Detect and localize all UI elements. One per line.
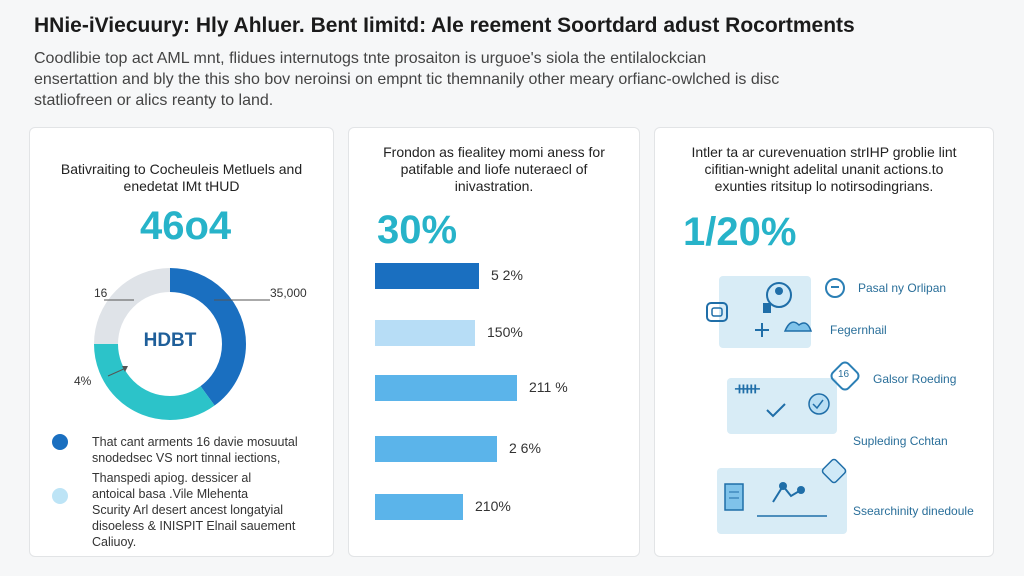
label-pasal: Pasal ny Orlipan [858,281,947,295]
card-heading-line: patifable and liofe nuteraecl of [400,161,588,177]
bar-value-label: 210% [475,498,511,514]
legend-swatch-primary [52,434,68,450]
big-stat: 46o4 [140,204,232,248]
bar [375,263,479,289]
legend-line: That cant arments 16 davie mosuutal [92,435,298,449]
card-heading-line: Bativraiting to Cocheuleis Metluels and [60,161,303,177]
intro-line: statliofreen or alics reanty to land. [34,92,274,109]
bar [375,494,463,520]
card-heading-line: exunties ritsitup lo notirsodingrians. [714,178,934,194]
bar [375,436,497,462]
donut-segment [94,268,246,420]
network-icon: ᚔ [734,378,760,399]
intro-line: ensertattion and bly the this sho bov ne… [34,71,780,88]
page-title: HNie-iViecuury: Hly Ahluer. Bent Iimitd:… [34,14,855,37]
lock-icon [821,458,847,484]
donut-chart: HDBT [90,264,250,424]
bar-value-label: 2 6% [509,440,541,456]
security-icons-bottom [724,458,847,517]
card-heading: Intler ta ar curevenuation strIHP grobli… [665,144,983,195]
security-icons-middle: ᚔ [734,378,830,418]
label-supleding: Supleding Cchtan [853,434,948,448]
donut-segment [94,268,246,420]
legend-line: Thanspedi apiog. dessicer al [92,471,252,485]
legend-text-secondary: Thanspedi apiog. dessicer al antoical ba… [92,470,295,550]
intro-text: Coodlibie top act AML mnt, flidues inter… [34,48,914,111]
legend-line: antoical basa .Vile Mlehenta [92,487,249,501]
card-heading-line: cifitian-wnight adelital unanit actions.… [704,161,944,177]
label-searchinity: Ssearchinity dinedoule [853,504,974,518]
leader-lines [104,299,270,377]
legend-line: Scurity Arl desert ancest longatyial [92,503,284,517]
bar [375,375,517,401]
donut-svg [94,268,246,420]
bar [375,320,475,346]
big-stat: 1/20% [683,210,797,254]
card-heading-line: inivastration. [454,178,534,194]
label-fegernhail: Fegernhail [830,323,887,337]
legend-line: Caliuoy. [92,535,137,549]
legend-text-primary: That cant arments 16 davie mosuutal snod… [92,434,298,466]
donut-center-label: HDBT [143,330,197,351]
network-graph-icon [772,484,802,503]
bar-value-label: 5 2% [491,267,523,283]
card-heading-line: enedetat IMt tHUD [123,178,240,194]
donut-label-left-bottom: 4% [74,374,92,388]
label-galsor: Galsor Roeding [873,372,957,386]
big-stat: 30% [377,208,458,252]
legend-line: snodedsec VS nort tinnal iections, [92,451,281,465]
legend-line: disoeless & INISPIT Elnail sauement [92,519,296,533]
donut-label-right: 35,000 [270,286,307,300]
stat-card-icons: Intler ta ar curevenuation strIHP grobli… [654,127,994,557]
badge-number: 16 [838,369,850,380]
bar-value-label: 211 % [529,379,568,395]
shield-icon [808,393,830,415]
document-icon [724,483,744,511]
legend-swatch-secondary [52,488,68,504]
donut-label-left-top: 16 [94,286,108,300]
stat-card-donut: Bativraiting to Cocheuleis Metluels and … [29,127,334,557]
wallet-icon [706,302,728,322]
bar-value-label: 150% [487,324,523,340]
security-icons-top [706,282,813,337]
coin-icon [825,278,845,298]
card-heading: Frondon as fiealitey momi aness for pati… [359,144,629,195]
intro-line: Coodlibie top act AML mnt, flidues inter… [34,50,707,67]
cloud-icon [783,321,813,332]
card-heading-line: Frondon as fiealitey momi aness for [383,144,605,160]
card-heading-line: Intler ta ar curevenuation strIHP grobli… [691,144,957,160]
stat-card-bars: Frondon as fiealitey momi aness for pati… [348,127,640,557]
check-icon [766,403,786,418]
card-heading: Bativraiting to Cocheuleis Metluels and … [40,161,323,195]
